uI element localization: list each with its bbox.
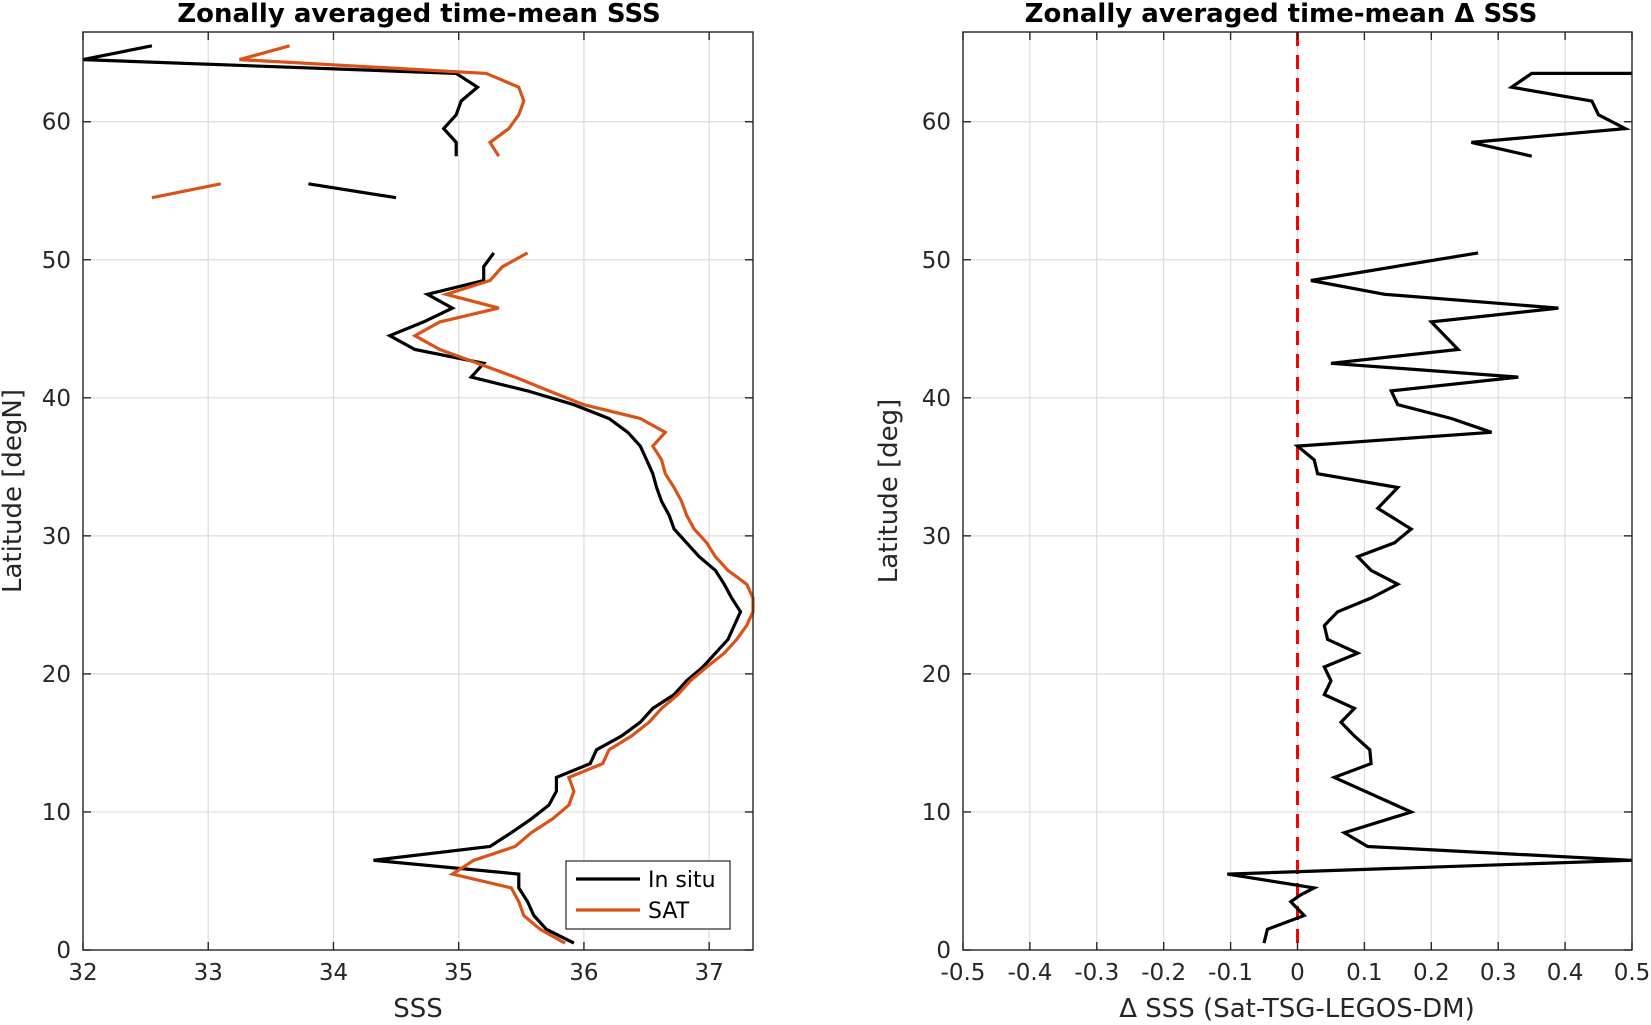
left-series-lines <box>82 44 755 945</box>
right-x-tick-label: -0.3 <box>1074 960 1119 986</box>
left-series-in-situ-line <box>82 44 481 157</box>
right-series-delta-line <box>1227 251 1633 944</box>
left-chart-title: Zonally averaged time-mean SSS <box>177 0 661 29</box>
sss-profile-panel: Zonally averaged time-mean SSS 32 33 34 35 3… <box>0 0 755 1024</box>
left-y-tick-label: 0 <box>56 938 71 964</box>
delta-sss-profile-panel: Zonally averaged time-mean Δ SSS -0.5 -0.… <box>874 0 1650 1024</box>
right-y-tick-label: 40 <box>922 386 951 412</box>
right-series-delta-line <box>1471 71 1632 158</box>
right-ticks: -0.5 -0.4 -0.3 -0.2 -0.1 0 0.1 0.2 0.3 0.4 0.5 0 10 2… <box>922 32 1651 986</box>
right-x-tick-label: -0.1 <box>1208 960 1253 986</box>
left-y-tick-label: 60 <box>42 110 71 136</box>
right-y-axis-label: Latitude [deg] <box>874 399 904 584</box>
right-y-tick-label: 30 <box>922 524 951 550</box>
left-x-tick-label: 35 <box>444 960 473 986</box>
right-y-tick-label: 60 <box>922 110 951 136</box>
left-series-sat-line <box>151 182 222 200</box>
legend-box <box>565 860 731 930</box>
left-grid <box>82 32 753 951</box>
right-grid <box>962 32 1633 951</box>
right-x-axis-label: Δ SSS (Sat-TSG-LEGOS-DM) <box>1119 994 1475 1024</box>
right-y-tick-label: 0 <box>936 938 951 964</box>
right-y-tick-label: 20 <box>922 662 951 688</box>
left-x-axis-label: SSS <box>393 994 443 1024</box>
left-y-tick-label: 20 <box>42 662 71 688</box>
right-x-tick-label: -0.4 <box>1007 960 1052 986</box>
left-y-tick-label: 40 <box>42 386 71 412</box>
left-y-tick-label: 30 <box>42 524 71 550</box>
right-x-tick-label: 0.5 <box>1614 960 1651 986</box>
left-x-tick-label: 36 <box>569 960 598 986</box>
right-x-tick-label: 0.3 <box>1480 960 1517 986</box>
legend: In situ SAT <box>565 860 731 930</box>
left-series-in-situ-line <box>373 251 743 945</box>
left-ticks: 32 33 34 35 36 37 0 10 20 30 40 50 60 <box>42 32 753 986</box>
legend-label-sat: SAT <box>648 899 690 924</box>
right-chart-title: Zonally averaged time-mean Δ SSS <box>1025 0 1538 29</box>
left-series-in-situ-line <box>308 182 397 200</box>
left-y-axis-label: Latitude [degN] <box>0 389 28 593</box>
left-x-tick-label: 33 <box>194 960 223 986</box>
left-x-tick-label: 37 <box>695 960 724 986</box>
right-x-tick-label: 0.1 <box>1346 960 1383 986</box>
right-y-tick-label: 50 <box>922 248 951 274</box>
legend-label-in-situ: In situ <box>648 868 716 893</box>
right-x-tick-label: 0 <box>1290 960 1305 986</box>
right-x-tick-label: 0.4 <box>1547 960 1584 986</box>
left-series-sat-line <box>239 44 526 158</box>
left-axes-frame <box>82 31 754 951</box>
left-y-tick-label: 50 <box>42 248 71 274</box>
left-x-tick-label: 32 <box>68 960 97 986</box>
right-x-tick-label: 0.2 <box>1413 960 1450 986</box>
right-series-lines <box>1227 71 1633 944</box>
right-x-tick-label: -0.5 <box>941 960 986 986</box>
left-x-tick-label: 34 <box>319 960 348 986</box>
right-y-tick-label: 10 <box>922 800 951 826</box>
left-y-tick-label: 10 <box>42 800 71 826</box>
right-x-tick-label: -0.2 <box>1141 960 1186 986</box>
